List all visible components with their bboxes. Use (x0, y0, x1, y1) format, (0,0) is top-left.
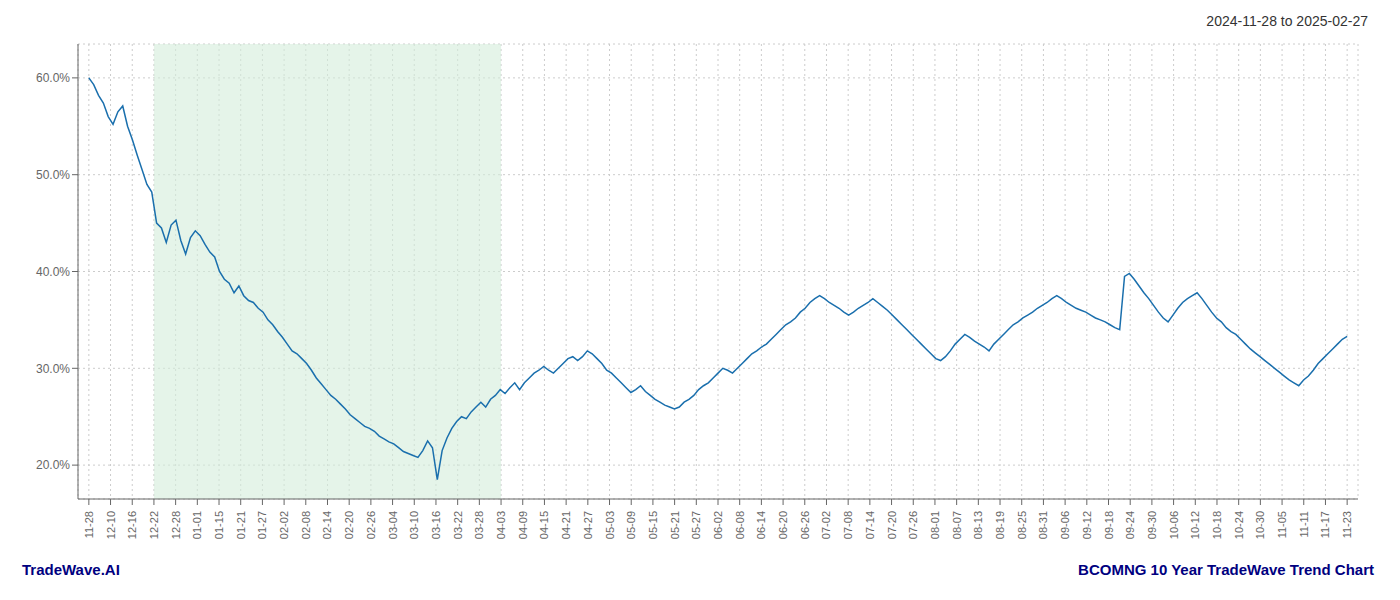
svg-text:05-09: 05-09 (625, 511, 637, 539)
svg-text:40.0%: 40.0% (36, 265, 70, 279)
svg-text:10-06: 10-06 (1168, 511, 1180, 539)
svg-text:11-28: 11-28 (83, 511, 95, 538)
svg-text:07-20: 07-20 (886, 511, 898, 539)
svg-text:09-24: 09-24 (1124, 511, 1136, 539)
svg-text:10-12: 10-12 (1189, 511, 1201, 539)
svg-text:06-08: 06-08 (734, 511, 746, 539)
svg-text:12-22: 12-22 (148, 511, 160, 539)
svg-text:12-28: 12-28 (170, 511, 182, 539)
svg-text:20.0%: 20.0% (36, 458, 70, 472)
svg-text:08-25: 08-25 (1016, 511, 1028, 539)
svg-text:01-01: 01-01 (191, 511, 203, 539)
svg-text:08-01: 08-01 (929, 511, 941, 539)
html-text:TradeWave.AI: TradeWave.AI (22, 560, 120, 578)
svg-text:06-26: 06-26 (799, 511, 811, 539)
svg-text:02-14: 02-14 (321, 511, 333, 539)
svg-text:11-05: 11-05 (1276, 511, 1288, 538)
svg-text:05-15: 05-15 (647, 511, 659, 539)
svg-text:07-02: 07-02 (820, 511, 832, 539)
svg-text:06-14: 06-14 (755, 511, 767, 539)
svg-text:05-21: 05-21 (669, 511, 681, 539)
svg-text:06-02: 06-02 (712, 511, 724, 539)
svg-text:10-30: 10-30 (1254, 511, 1266, 539)
svg-text:09-12: 09-12 (1081, 511, 1093, 539)
svg-text:03-28: 03-28 (473, 511, 485, 539)
svg-text:04-03: 04-03 (495, 511, 507, 539)
html-text:BCOMNG 10 Year TradeWave Trend: BCOMNG 10 Year TradeWave Trend Chart (1078, 560, 1374, 578)
svg-text:50.0%: 50.0% (36, 168, 70, 182)
svg-text:08-07: 08-07 (951, 511, 963, 539)
svg-text:03-10: 03-10 (408, 511, 420, 539)
svg-text:01-15: 01-15 (213, 511, 225, 539)
svg-text:09-18: 09-18 (1103, 511, 1115, 539)
svg-text:05-27: 05-27 (690, 511, 702, 539)
svg-text:30.0%: 30.0% (36, 362, 70, 376)
svg-text:12-16: 12-16 (126, 511, 138, 539)
html-text:2024-11-28 to 2025-02-27: 2024-11-28 to 2025-02-27 (1206, 13, 1368, 29)
svg-text:02-08: 02-08 (300, 511, 312, 539)
svg-text:03-16: 03-16 (430, 511, 442, 539)
svg-text:04-27: 04-27 (582, 511, 594, 539)
svg-text:11-23: 11-23 (1341, 511, 1353, 538)
svg-text:03-04: 03-04 (387, 511, 399, 539)
svg-text:02-20: 02-20 (343, 511, 355, 539)
svg-text:07-08: 07-08 (842, 511, 854, 539)
svg-text:01-27: 01-27 (256, 511, 268, 539)
svg-text:60.0%: 60.0% (36, 71, 70, 85)
svg-text:08-19: 08-19 (994, 511, 1006, 539)
svg-text:03-22: 03-22 (452, 511, 464, 539)
svg-text:02-02: 02-02 (278, 511, 290, 539)
svg-text:01-21: 01-21 (235, 511, 247, 539)
svg-text:10-18: 10-18 (1211, 511, 1223, 539)
svg-text:04-15: 04-15 (538, 511, 550, 539)
svg-text:06-20: 06-20 (777, 511, 789, 539)
svg-text:11-11: 11-11 (1298, 511, 1310, 538)
svg-text:07-14: 07-14 (864, 511, 876, 539)
svg-text:05-03: 05-03 (604, 511, 616, 539)
svg-text:10-24: 10-24 (1233, 511, 1245, 539)
svg-text:04-09: 04-09 (517, 511, 529, 539)
svg-text:11-17: 11-17 (1319, 511, 1331, 538)
svg-text:09-30: 09-30 (1146, 511, 1158, 539)
svg-text:12-10: 12-10 (105, 511, 117, 539)
svg-text:08-31: 08-31 (1037, 511, 1049, 539)
svg-text:09-06: 09-06 (1059, 511, 1071, 539)
svg-text:04-21: 04-21 (560, 511, 572, 539)
svg-text:02-26: 02-26 (365, 511, 377, 539)
svg-text:07-26: 07-26 (907, 511, 919, 539)
svg-text:08-13: 08-13 (972, 511, 984, 539)
